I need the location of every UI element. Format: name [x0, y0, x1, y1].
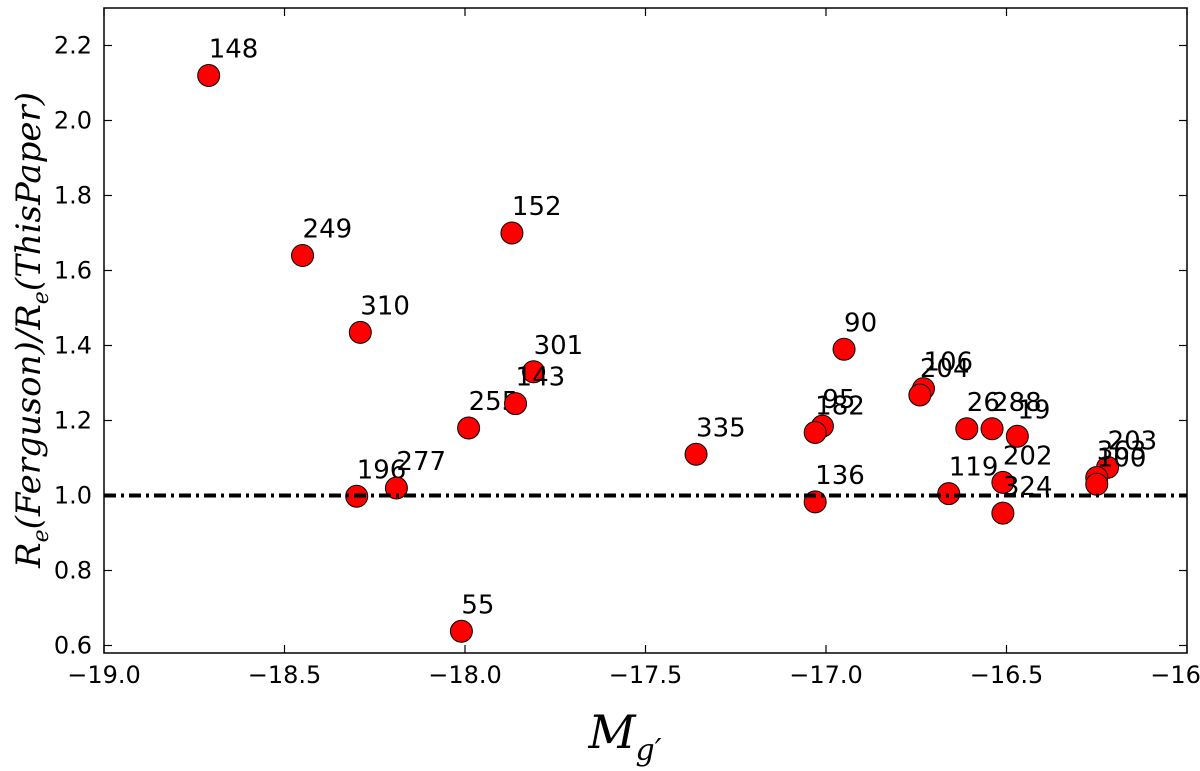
point-label: 202: [1003, 441, 1053, 471]
y-axis-title: Re(Ferguson)/Re(ThisPaper): [9, 92, 54, 569]
data-point: [803, 421, 827, 444]
data-point: [955, 417, 979, 441]
x-axis-title: Mg′: [587, 705, 661, 768]
axis-ticks: −19.0 −18.5 −18.0 −17.5 −17.0 −16.5 −16.0 0.6 0.…: [54, 8, 1200, 689]
point-label: 324: [1003, 472, 1053, 502]
y-axis-title-tail: (ThisPaper): [9, 92, 49, 291]
y-tick-label: 0.6: [54, 632, 92, 660]
x-tick-label: −16.5: [970, 661, 1044, 689]
x-tick-label: −19.0: [67, 661, 141, 689]
y-tick-label: 1.6: [54, 257, 92, 285]
point-label: 335: [696, 413, 746, 443]
data-point: [991, 501, 1015, 525]
y-tick-label: 1.2: [54, 407, 92, 435]
data-point: [449, 619, 473, 643]
data-point: [1085, 472, 1109, 496]
point-label: 152: [512, 192, 562, 222]
data-point: [991, 470, 1015, 494]
x-axis-title-main: M: [587, 705, 637, 759]
data-point: [504, 392, 528, 416]
point-label: 100: [1097, 443, 1147, 473]
data-point: [980, 417, 1004, 441]
point-label: 249: [303, 215, 353, 245]
point-label: 143: [516, 363, 566, 393]
y-tick-label: 1.4: [54, 332, 92, 360]
point-label: 90: [844, 308, 877, 338]
x-tick-label: −18.0: [428, 661, 502, 689]
y-tick-label: 2.0: [54, 107, 92, 135]
y-tick-label: 1.0: [54, 482, 92, 510]
x-axis-title-sub: g′: [636, 733, 662, 768]
point-label: 119: [949, 453, 999, 483]
point-label: 106: [923, 348, 973, 378]
x-tick-label: −17.0: [789, 661, 863, 689]
x-tick-label: −16.0: [1150, 661, 1200, 689]
data-point: [684, 442, 708, 466]
y-axis-title-sub2: e: [29, 291, 54, 304]
point-label: 204: [920, 354, 970, 384]
y-axis-title-r1: R: [9, 542, 49, 569]
y-tick-label: 1.8: [54, 182, 92, 210]
point-label: 203: [1108, 426, 1158, 456]
data-point: [457, 416, 481, 440]
point-label: 26: [967, 388, 1000, 418]
y-tick-label: 2.2: [54, 32, 92, 60]
point-label: 55: [461, 590, 494, 620]
point-label: 148: [209, 35, 259, 65]
data-point: [908, 383, 932, 407]
data-points: 1482493101962772555515230114333595182136…: [197, 35, 1158, 643]
point-label: 288: [992, 388, 1042, 418]
data-point: [291, 244, 315, 267]
y-axis-title-sub1: e: [29, 529, 54, 542]
data-point: [522, 360, 546, 384]
point-label: 182: [815, 392, 865, 422]
y-axis-title-mid: (Ferguson)/R: [9, 304, 49, 529]
point-label: 301: [534, 331, 584, 361]
data-point: [500, 221, 524, 245]
point-label: 136: [815, 461, 865, 491]
point-label: 19: [1017, 395, 1050, 425]
data-point: [1005, 424, 1029, 448]
point-label: 363: [1097, 437, 1147, 467]
data-point: [348, 320, 372, 344]
point-label: 277: [396, 447, 446, 477]
point-label: 310: [360, 291, 410, 321]
y-tick-label: 0.8: [54, 557, 92, 585]
point-label: 95: [822, 385, 855, 415]
x-tick-label: −18.5: [248, 661, 322, 689]
x-tick-label: −17.5: [609, 661, 683, 689]
data-point: [197, 64, 221, 87]
data-point: [832, 337, 856, 361]
plot-frame: [103, 7, 1188, 654]
